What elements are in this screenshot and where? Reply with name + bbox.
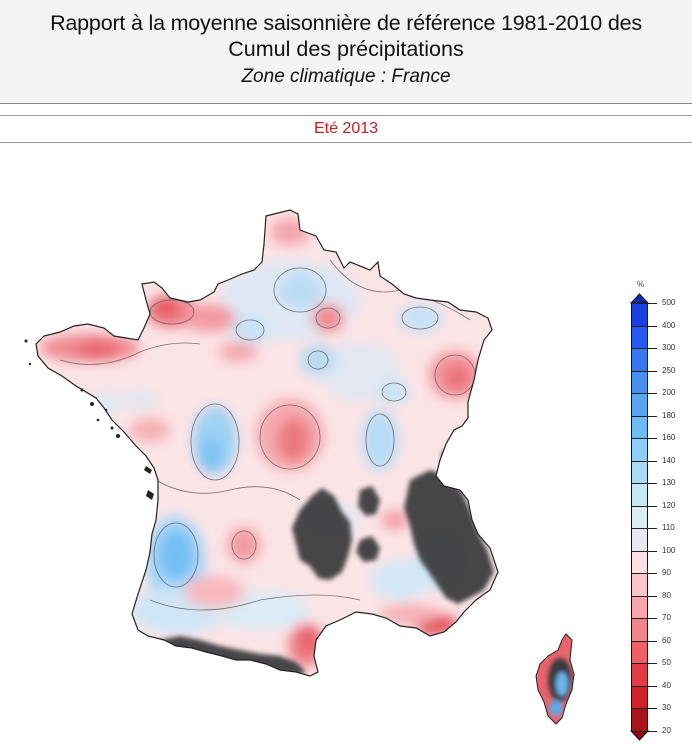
legend-tick-label: 110 bbox=[662, 523, 675, 533]
legend-tick-label: 250 bbox=[662, 365, 676, 375]
legend-separator bbox=[631, 370, 648, 372]
legend-separator bbox=[631, 663, 648, 665]
legend-separator bbox=[631, 438, 648, 440]
map-parameter: Cumul des précipitations bbox=[228, 37, 464, 61]
legend-separator bbox=[631, 595, 648, 597]
legend-tick-label: 130 bbox=[662, 478, 676, 488]
legend-tick-label: 500 bbox=[662, 298, 676, 307]
legend-tick bbox=[648, 415, 657, 417]
legend-separator bbox=[631, 505, 648, 507]
legend-segment bbox=[631, 640, 648, 664]
legend-segment bbox=[631, 708, 648, 732]
legend-tick-label: 300 bbox=[662, 343, 676, 353]
legend-segment bbox=[631, 438, 648, 462]
france-field bbox=[36, 210, 498, 676]
legend-tick bbox=[648, 325, 657, 327]
legend-tick-label: 20 bbox=[662, 726, 671, 735]
legend-segment bbox=[631, 618, 648, 642]
map-zone: Zone climatique : France bbox=[241, 66, 451, 87]
legend-bottom-arrow bbox=[629, 730, 650, 741]
legend-tick bbox=[648, 708, 657, 710]
legend-separator bbox=[631, 303, 648, 304]
legend-tick bbox=[648, 731, 657, 732]
legend-tick-label: 160 bbox=[662, 433, 676, 443]
legend-top-arrow bbox=[629, 293, 650, 304]
legend-separator bbox=[631, 618, 648, 620]
legend-tick-label: 100 bbox=[662, 545, 676, 555]
legend-separator bbox=[631, 708, 648, 710]
legend-tick bbox=[648, 663, 657, 665]
legend-tick-label: 80 bbox=[662, 590, 671, 600]
legend-separator bbox=[631, 731, 648, 732]
legend-tick bbox=[648, 483, 657, 485]
legend-segment bbox=[631, 550, 648, 574]
legend-tick bbox=[648, 618, 657, 620]
legend-separator bbox=[631, 528, 648, 530]
legend-tick bbox=[648, 595, 657, 597]
precipitation-ratio-map bbox=[24, 209, 575, 725]
legend-tick bbox=[648, 370, 657, 372]
legend-separator bbox=[631, 393, 648, 395]
legend-segment bbox=[631, 663, 648, 687]
legend-separator bbox=[631, 325, 648, 327]
color-legend: % 500 400 300 250 200 180 160 140 130 120 110 100 90… bbox=[626, 280, 692, 746]
legend-tick bbox=[648, 505, 657, 507]
legend-tick bbox=[648, 393, 657, 395]
legend-segment bbox=[631, 415, 648, 439]
legend-segment bbox=[631, 460, 648, 484]
legend-separator bbox=[631, 550, 648, 552]
legend-segment bbox=[631, 393, 648, 417]
legend-segment bbox=[631, 303, 648, 327]
legend-tick bbox=[648, 685, 657, 687]
legend-tick bbox=[648, 550, 657, 552]
period-label: Eté 2013 bbox=[313, 120, 379, 137]
legend-tick-label: 140 bbox=[662, 455, 676, 465]
legend-tick bbox=[648, 348, 657, 350]
legend-tick-label: 120 bbox=[662, 500, 676, 510]
legend-segment bbox=[631, 528, 648, 552]
map-title: Rapport à la moyenne saisonnière de réfé… bbox=[50, 11, 642, 35]
legend-segment bbox=[631, 685, 648, 709]
legend-segment bbox=[631, 505, 648, 529]
legend-tick-label: 180 bbox=[662, 410, 676, 420]
legend-tick-label: 200 bbox=[662, 388, 676, 398]
legend-segment bbox=[631, 348, 648, 372]
legend-separator bbox=[631, 460, 648, 462]
corse-field bbox=[536, 634, 574, 724]
coastal-islands bbox=[24, 339, 154, 500]
legend-separator bbox=[631, 640, 648, 642]
legend-tick-label: 50 bbox=[662, 658, 671, 668]
legend-unit: % bbox=[637, 280, 645, 289]
period-band: Eté 2013 bbox=[0, 115, 692, 143]
legend-tick-label: 70 bbox=[662, 613, 671, 623]
legend-segment bbox=[631, 573, 648, 597]
legend-segment bbox=[631, 325, 648, 349]
legend-segment bbox=[631, 370, 648, 394]
legend-tick bbox=[648, 438, 657, 440]
legend-separator bbox=[631, 685, 648, 687]
legend-separator bbox=[631, 573, 648, 575]
legend-separator bbox=[631, 415, 648, 417]
legend-separator bbox=[631, 483, 648, 485]
legend-separator bbox=[631, 348, 648, 350]
legend-tick bbox=[648, 640, 657, 642]
legend-tick-label: 40 bbox=[662, 680, 671, 690]
legend-tick bbox=[648, 303, 657, 304]
legend-tick-label: 90 bbox=[662, 568, 671, 578]
legend-segment bbox=[631, 595, 648, 619]
legend-tick bbox=[648, 528, 657, 530]
legend-tick-label: 60 bbox=[662, 635, 671, 645]
legend-tick bbox=[648, 460, 657, 462]
legend-tick-label: 400 bbox=[662, 320, 676, 330]
title-panel: Rapport à la moyenne saisonnière de réfé… bbox=[0, 0, 692, 104]
legend-segment bbox=[631, 483, 648, 507]
legend-tick bbox=[648, 573, 657, 575]
legend-tick-label: 30 bbox=[662, 703, 671, 713]
